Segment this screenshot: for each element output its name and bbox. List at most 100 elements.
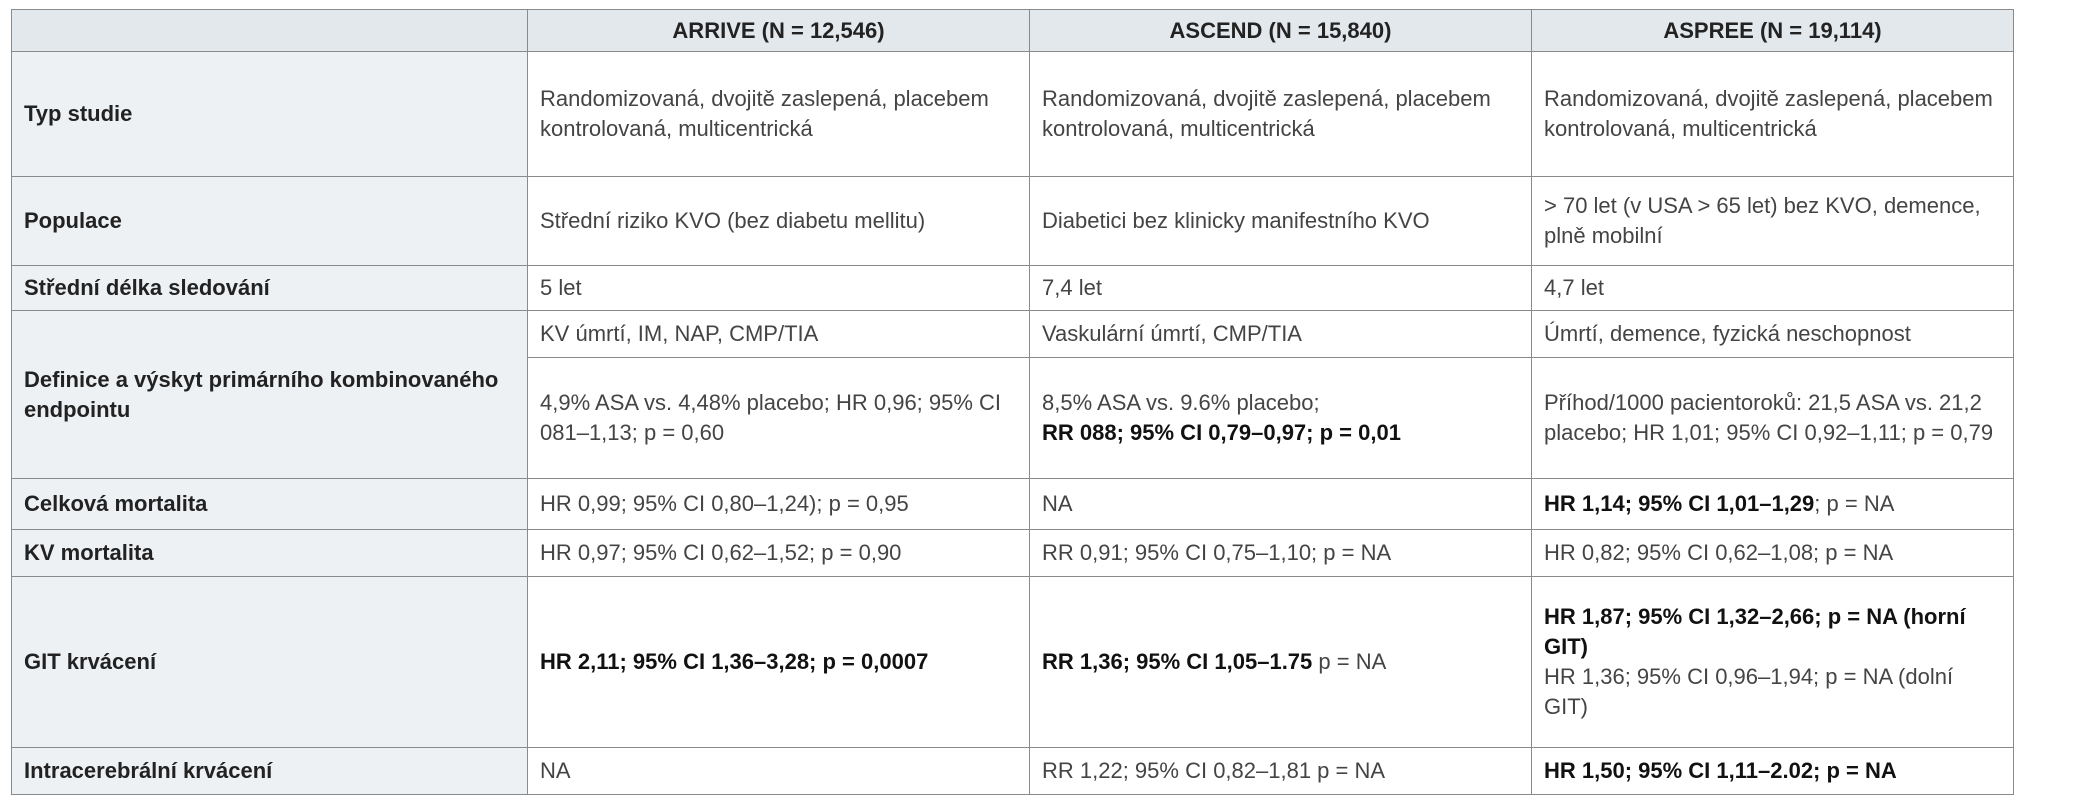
table-body: Typ studie Randomizovaná, dvojitě zaslepe… [11,51,2014,795]
cell-paragraph: 5 let [540,273,1017,303]
table-row: Střední délka sledování 5 let 7,4 let 4,7 l… [11,265,2014,311]
cell-paragraph: NA [1042,489,1519,519]
cell-text: Příhod/1000 pacientoroků: 21,5 ASA vs. 2… [1544,390,1994,445]
cell-text: ; p = NA [1814,491,1895,516]
cell-paragraph: KV úmrtí, IM, NAP, CMP/TIA [540,319,1017,349]
table-cell: 5 let [527,265,1030,311]
table-row: KV mortalita HR 0,97; 95% CI 0,62–1,52; p… [11,529,2014,577]
row-label: Střední délka sledování [11,265,528,311]
bold-text: HR 2,11; 95% CI 1,36–3,28; p = 0,0007 [540,649,929,674]
cell-paragraph: HR 0,99; 95% CI 0,80–1,24); p = 0,95 [540,489,1017,519]
table-cell: NA [527,747,1030,795]
table-cell: HR 0,97; 95% CI 0,62–1,52; p = 0,90 [527,529,1030,577]
table-cell: HR 2,11; 95% CI 1,36–3,28; p = 0,0007 [527,576,1030,748]
cell-paragraph: HR 1,14; 95% CI 1,01–1,29; p = NA [1544,489,2001,519]
cell-paragraph: HR 1,87; 95% CI 1,32–2,66; p = NA (horní… [1544,602,2001,662]
cell-paragraph: 8,5% ASA vs. 9.6% placebo; [1042,388,1519,418]
column-header: ARRIVE (N = 12,546) [527,9,1030,52]
table-cell: 4,7 let [1531,265,2014,311]
table-row: Intracerebrální krvácení NA RR 1,22; 95% C… [11,747,2014,795]
table-cell: HR 1,87; 95% CI 1,32–2,66; p = NA (horní… [1531,576,2014,748]
cell-text: 7,4 let [1042,275,1102,300]
column-header: ASCEND (N = 15,840) [1029,9,1532,52]
cell-text: Diabetici bez klinicky manifestního KVO [1042,208,1430,233]
cell-text: 5 let [540,275,582,300]
row-label: Celková mortalita [11,478,528,530]
table-cell: RR 1,22; 95% CI 0,82–1,81 p = NA [1029,747,1532,795]
cell-paragraph: Úmrtí, demence, fyzická neschopnost [1544,319,2001,349]
bold-text: HR 1,87; 95% CI 1,32–2,66; p = NA (horní… [1544,604,1966,659]
table-cell: 8,5% ASA vs. 9.6% placebo; RR 088; 95% CI… [1029,357,1532,479]
cell-paragraph: Randomizovaná, dvojitě zaslepená, placeb… [1544,84,2001,144]
cell-paragraph: RR 1,36; 95% CI 1,05–1.75 p = NA [1042,647,1519,677]
cell-paragraph: Randomizovaná, dvojitě zaslepená, placeb… [1042,84,1519,144]
table-cell: Střední riziko KVO (bez diabetu mellitu) [527,176,1030,266]
cell-paragraph: HR 0,97; 95% CI 0,62–1,52; p = 0,90 [540,538,1017,568]
table-cell: HR 0,99; 95% CI 0,80–1,24); p = 0,95 [527,478,1030,530]
header-row: ARRIVE (N = 12,546) ASCEND (N = 15,840) AS… [11,9,2014,52]
cell-text: Střední riziko KVO (bez diabetu mellitu) [540,208,926,233]
cell-text: > 70 let (v USA > 65 let) bez KVO, demen… [1544,193,1981,248]
comparison-table: ARRIVE (N = 12,546) ASCEND (N = 15,840) AS… [11,9,2014,795]
cell-paragraph: 4,7 let [1544,273,2001,303]
cell-text: Randomizovaná, dvojitě zaslepená, placeb… [1042,86,1491,141]
cell-text: RR 0,91; 95% CI 0,75–1,10; p = NA [1042,540,1392,565]
cell-text: p = NA [1312,649,1387,674]
cell-paragraph: 7,4 let [1042,273,1519,303]
cell-paragraph: Vaskulární úmrtí, CMP/TIA [1042,319,1519,349]
table-row: Celková mortalita HR 0,99; 95% CI 0,80–1,… [11,478,2014,530]
table-cell: 7,4 let [1029,265,1532,311]
cell-paragraph: Diabetici bez klinicky manifestního KVO [1042,206,1519,236]
row-label: Populace [11,176,528,266]
table-cell: HR 1,50; 95% CI 1,11–2.02; p = NA [1531,747,2014,795]
cell-paragraph: HR 0,82; 95% CI 0,62–1,08; p = NA [1544,538,2001,568]
cell-text: 4,7 let [1544,275,1604,300]
table-row: Populace Střední riziko KVO (bez diabetu … [11,176,2014,266]
table-cell: Úmrtí, demence, fyzická neschopnost [1531,310,2014,358]
column-header: ASPREE (N = 19,114) [1531,9,2014,52]
bold-text: RR 1,36; 95% CI 1,05–1.75 [1042,649,1313,674]
cell-paragraph: HR 1,50; 95% CI 1,11–2.02; p = NA [1544,756,2001,786]
table-row: Typ studie Randomizovaná, dvojitě zaslepe… [11,51,2014,177]
cell-text: 4,9% ASA vs. 4,48% placebo; HR 0,96; 95%… [540,390,1002,445]
cell-paragraph: Střední riziko KVO (bez diabetu mellitu) [540,206,1017,236]
row-label: KV mortalita [11,529,528,577]
table-cell: NA [1029,478,1532,530]
row-label: GIT krvácení [11,576,528,748]
table-cell: 4,9% ASA vs. 4,48% placebo; HR 0,96; 95%… [527,357,1030,479]
cell-paragraph: RR 1,22; 95% CI 0,82–1,81 p = NA [1042,756,1519,786]
header-corner [11,9,528,52]
cell-paragraph: > 70 let (v USA > 65 let) bez KVO, demen… [1544,191,2001,251]
cell-text: Randomizovaná, dvojitě zaslepená, placeb… [1544,86,1993,141]
cell-paragraph: 4,9% ASA vs. 4,48% placebo; HR 0,96; 95%… [540,388,1017,448]
cell-text: NA [1042,491,1073,516]
cell-paragraph: RR 088; 95% CI 0,79–0,97; p = 0,01 [1042,418,1519,448]
cell-text: HR 1,36; 95% CI 0,96–1,94; p = NA (dolní… [1544,664,1954,719]
table-cell: RR 1,36; 95% CI 1,05–1.75 p = NA [1029,576,1532,748]
cell-paragraph: RR 0,91; 95% CI 0,75–1,10; p = NA [1042,538,1519,568]
cell-text: Vaskulární úmrtí, CMP/TIA [1042,321,1302,346]
table-cell: Diabetici bez klinicky manifestního KVO [1029,176,1532,266]
cell-text: Úmrtí, demence, fyzická neschopnost [1544,321,1911,346]
table-cell: HR 1,14; 95% CI 1,01–1,29; p = NA [1531,478,2014,530]
cell-text: HR 0,82; 95% CI 0,62–1,08; p = NA [1544,540,1894,565]
bold-text: RR 088; 95% CI 0,79–0,97; p = 0,01 [1042,420,1401,445]
cell-paragraph: Příhod/1000 pacientoroků: 21,5 ASA vs. 2… [1544,388,2001,448]
table-cell: Příhod/1000 pacientoroků: 21,5 ASA vs. 2… [1531,357,2014,479]
cell-text: 8,5% ASA vs. 9.6% placebo; [1042,390,1320,415]
row-label: Intracerebrální krvácení [11,747,528,795]
table-cell: RR 0,91; 95% CI 0,75–1,10; p = NA [1029,529,1532,577]
cell-text: KV úmrtí, IM, NAP, CMP/TIA [540,321,819,346]
cell-text: HR 0,99; 95% CI 0,80–1,24); p = 0,95 [540,491,909,516]
table-cell: Randomizovaná, dvojitě zaslepená, placeb… [1029,51,1532,177]
cell-paragraph: NA [540,756,1017,786]
table-cell: KV úmrtí, IM, NAP, CMP/TIA [527,310,1030,358]
table-cell: > 70 let (v USA > 65 let) bez KVO, demen… [1531,176,2014,266]
cell-paragraph: Randomizovaná, dvojitě zaslepená, placeb… [540,84,1017,144]
bold-text: HR 1,50; 95% CI 1,11–2.02; p = NA [1544,758,1897,783]
table-cell: Randomizovaná, dvojitě zaslepená, placeb… [1531,51,2014,177]
cell-paragraph: HR 2,11; 95% CI 1,36–3,28; p = 0,0007 [540,647,1017,677]
row-label: Definice a výskyt primárního kombinované… [11,310,528,479]
bold-text: HR 1,14; 95% CI 1,01–1,29 [1544,491,1815,516]
